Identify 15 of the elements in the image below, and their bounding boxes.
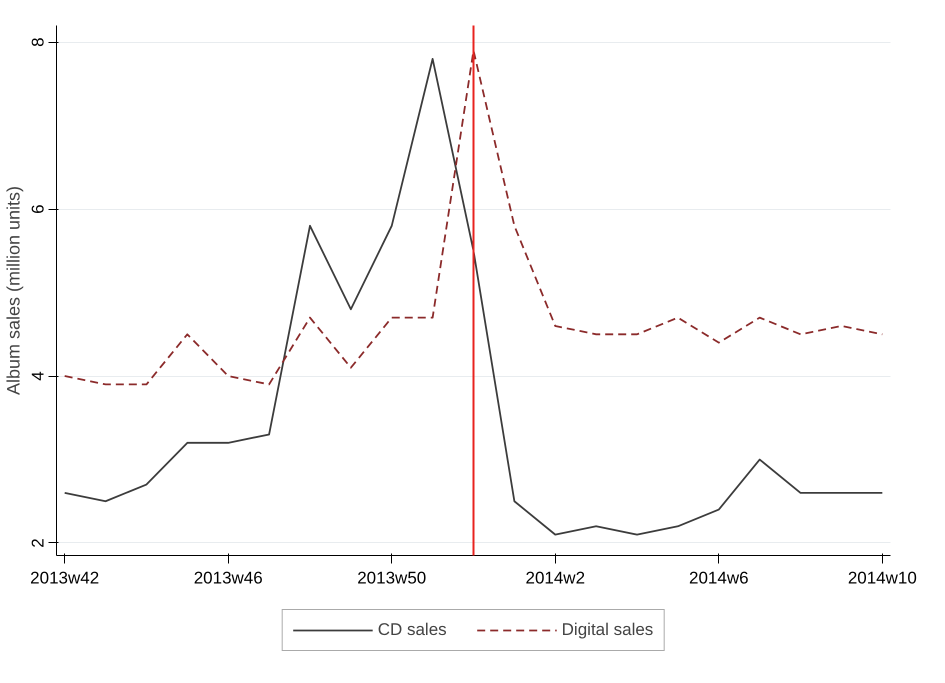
x-tick-label: 2013w50 — [357, 568, 426, 588]
y-tick-label: 4 — [28, 371, 48, 381]
x-tick-label: 2014w2 — [525, 568, 586, 588]
y-axis-title: Album sales (million units) — [4, 186, 24, 396]
legend-label: CD sales — [378, 620, 447, 640]
line-series — [64, 50, 884, 386]
y-tick-label: 6 — [28, 204, 48, 214]
y-tick-label: 8 — [28, 37, 48, 47]
line-series — [64, 58, 884, 536]
legend-label: Digital sales — [562, 620, 654, 640]
y-tick-label: 2 — [28, 538, 48, 548]
x-tick-label: 2013w42 — [30, 568, 100, 588]
x-tick-label: 2014w6 — [689, 568, 749, 588]
x-tick-label: 2013w46 — [194, 568, 263, 588]
x-tick-label: 2014w10 — [848, 568, 917, 588]
